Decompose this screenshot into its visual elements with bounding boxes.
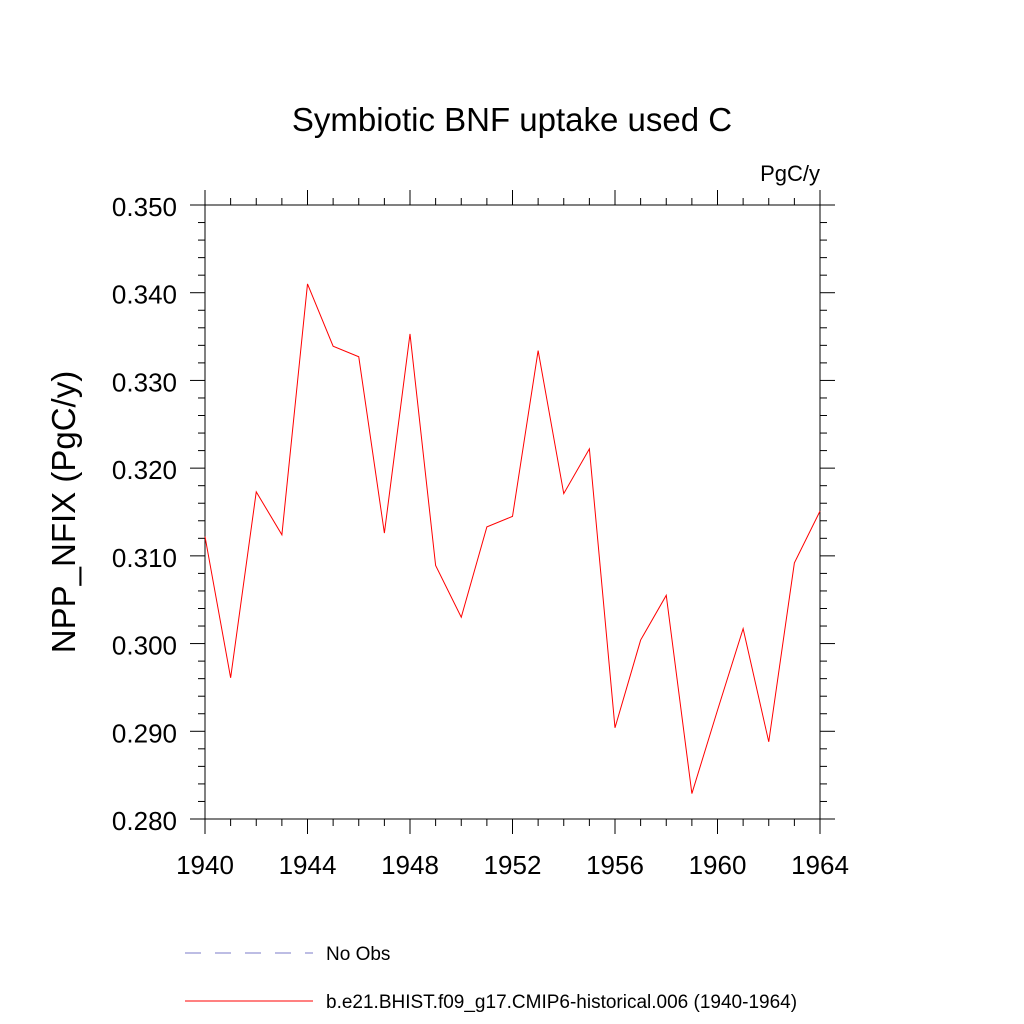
x-tick-label: 1944	[279, 850, 337, 880]
x-tick-label: 1956	[586, 850, 644, 880]
x-tick-label: 1964	[791, 850, 849, 880]
x-tick-label: 1940	[176, 850, 234, 880]
x-tick-label: 1948	[381, 850, 439, 880]
x-tick-label: 1952	[484, 850, 542, 880]
y-tick-label: 0.300	[112, 631, 177, 661]
y-tick-label: 0.290	[112, 718, 177, 748]
series-line	[204, 283, 821, 794]
legend-label: No Obs	[326, 944, 390, 965]
y-tick-label: 0.310	[112, 543, 177, 573]
units-label: PgC/y	[760, 161, 820, 186]
legend-label: b.e21.BHIST.f09_g17.CMIP6-historical.006…	[326, 992, 797, 1013]
y-tick-label: 0.350	[112, 192, 177, 222]
legend: No Obs b.e21.BHIST.f09_g17.CMIP6-historic…	[185, 944, 797, 1013]
y-tick-label: 0.280	[112, 806, 177, 836]
y-tick-label: 0.340	[112, 280, 177, 310]
y-tick-label: 0.320	[112, 455, 177, 485]
chart-title: Symbiotic BNF uptake used C	[292, 101, 732, 138]
y-axis-label: NPP_NFIX (PgC/y)	[45, 371, 82, 653]
x-tick-label: 1960	[689, 850, 747, 880]
axis-ticks: 0.280 0.290 0.300 0.310 0.320 0.330 0.340 0.350…	[112, 190, 849, 880]
plot-frame	[204, 204, 821, 820]
series-layer	[204, 283, 821, 794]
y-tick-label: 0.330	[112, 367, 177, 397]
